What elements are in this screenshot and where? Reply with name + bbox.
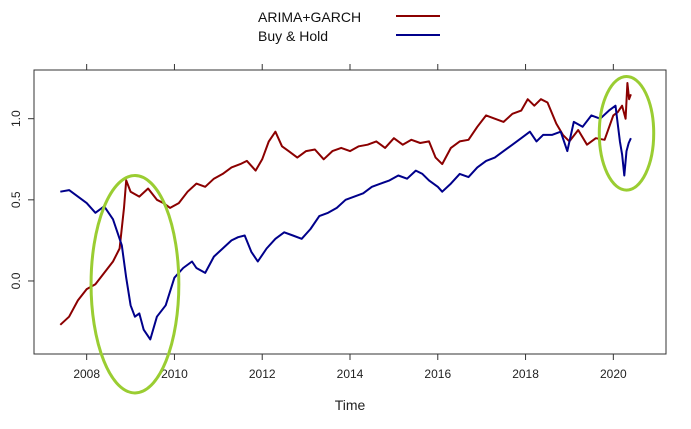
x-tick-label: 2010 [161, 367, 188, 381]
y-tick-label: 1.0 [9, 110, 23, 127]
legend-label-arima-garch: ARIMA+GARCH [258, 9, 361, 25]
highlight-ellipse [89, 173, 181, 395]
plot-area [33, 69, 667, 355]
x-tick-label: 2008 [73, 367, 100, 381]
legend: ARIMA+GARCH Buy & Hold [258, 9, 440, 44]
y-tick-label: 0.0 [9, 272, 23, 289]
x-tick-label: 2014 [337, 367, 364, 381]
series-line-buy-hold [60, 104, 632, 341]
series-line-arima-garch [59, 82, 632, 326]
legend-label-buy-hold: Buy & Hold [258, 28, 328, 44]
x-tick-label: 2018 [512, 367, 539, 381]
x-tick-label: 2016 [424, 367, 451, 381]
x-axis-title: Time [335, 397, 366, 413]
y-tick-label: 0.5 [9, 191, 23, 208]
x-tick-label: 2020 [600, 367, 627, 381]
highlight-ellipse [597, 74, 656, 192]
x-tick-label: 2012 [249, 367, 276, 381]
